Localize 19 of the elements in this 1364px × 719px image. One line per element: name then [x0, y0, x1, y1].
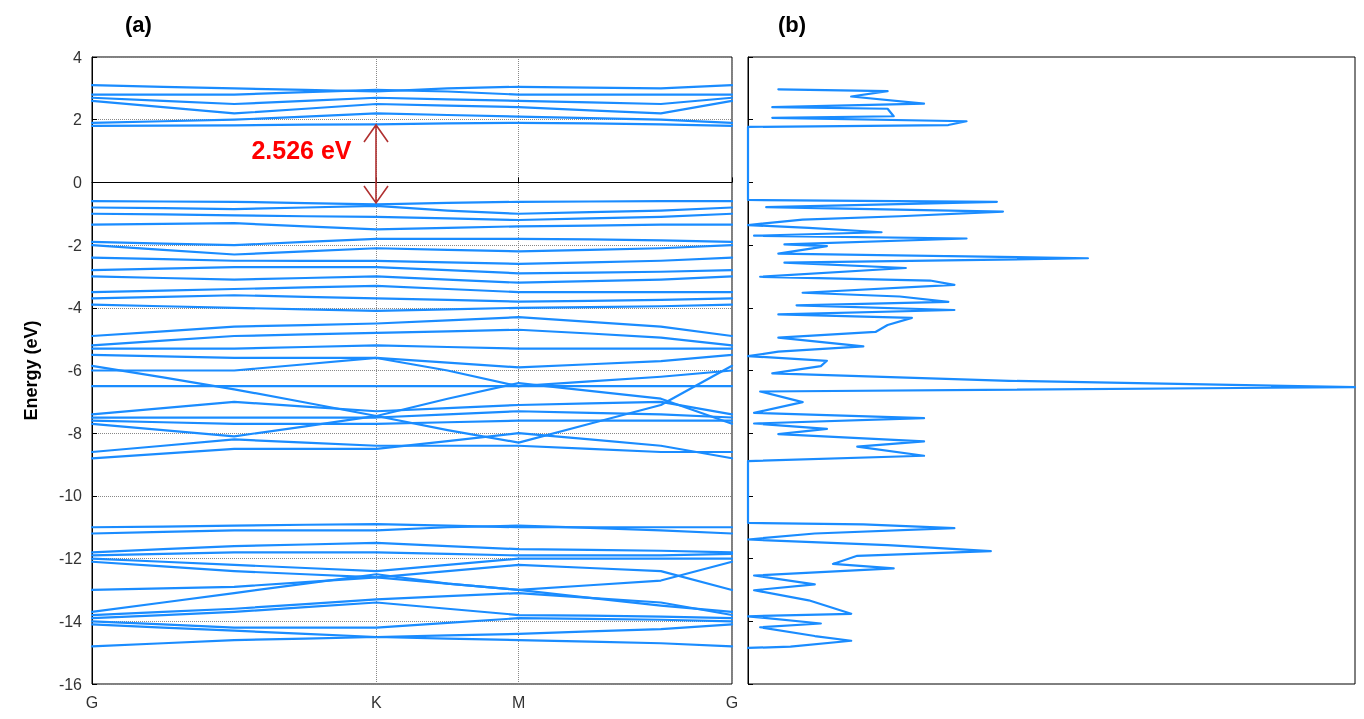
- y-tick-label: -16: [58, 675, 83, 693]
- y-tick-label: -8: [67, 424, 83, 442]
- x-tick-label: G: [85, 693, 99, 711]
- y-tick-label: 0: [73, 173, 83, 191]
- x-tick-label: M: [512, 693, 526, 711]
- y-axis-title: Energy (eV): [21, 320, 41, 421]
- x-tick-label: K: [371, 693, 383, 711]
- y-tick-label: -6: [67, 362, 83, 379]
- annotation: 2.526 eV: [251, 136, 352, 166]
- y-tick-label: 2: [73, 111, 83, 129]
- y-tick-label: 4: [73, 48, 83, 66]
- y-tick-label: -10: [58, 487, 83, 505]
- y-tick-label: -4: [67, 299, 83, 317]
- chart-title: (a): [125, 11, 152, 37]
- y-tick-label: -12: [58, 550, 83, 568]
- chart-title: (b): [778, 11, 807, 37]
- y-tick-label: -2: [67, 236, 83, 254]
- x-tick-label: G: [725, 693, 739, 711]
- y-tick-label: -14: [58, 612, 83, 630]
